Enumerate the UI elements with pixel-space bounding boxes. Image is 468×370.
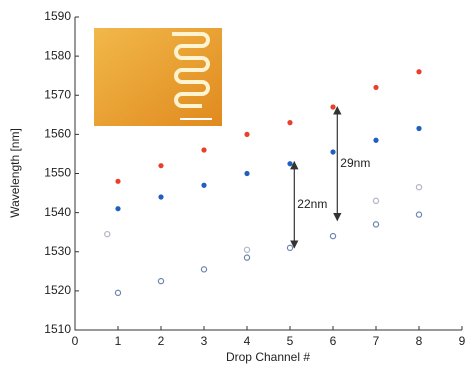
x-tick-label: 8 [416, 334, 423, 348]
y-tick-label: 1540 [44, 205, 71, 219]
point [287, 245, 292, 250]
x-tick-label: 5 [287, 334, 294, 348]
point [115, 206, 120, 211]
point [416, 185, 421, 190]
x-tick-label: 1 [115, 334, 122, 348]
x-tick-label: 2 [158, 334, 165, 348]
y-tick-label: 1580 [44, 48, 71, 62]
y-axis-label: Wavelength [nm] [8, 128, 22, 218]
x-tick-label: 9 [459, 334, 466, 348]
point [373, 138, 378, 143]
point [287, 161, 292, 166]
point [330, 234, 335, 239]
point [330, 104, 335, 109]
x-tick-label: 6 [330, 334, 337, 348]
x-axis-label: Drop Channel # [226, 350, 310, 364]
y-tick-label: 1530 [44, 244, 71, 258]
point [201, 147, 206, 152]
point [373, 222, 378, 227]
point [158, 278, 163, 283]
point [244, 132, 249, 137]
x-tick-label: 4 [244, 334, 251, 348]
point [416, 126, 421, 131]
y-tick-label: 1520 [44, 283, 71, 297]
y-tick-label: 1570 [44, 87, 71, 101]
point [244, 247, 249, 252]
y-tick-label: 1550 [44, 166, 71, 180]
point [244, 255, 249, 260]
x-tick-label: 3 [201, 334, 208, 348]
point [416, 212, 421, 217]
point [244, 171, 249, 176]
annotation-label: 29nm [340, 156, 370, 170]
y-tick-label: 1590 [44, 9, 71, 23]
point [201, 267, 206, 272]
point [373, 198, 378, 203]
point [105, 232, 110, 237]
chart: Drop Channel # Wavelength [nm] 151015201… [0, 0, 468, 370]
y-tick-label: 1510 [44, 322, 71, 336]
point [330, 149, 335, 154]
point [158, 163, 163, 168]
point [416, 69, 421, 74]
x-tick-label: 0 [72, 334, 79, 348]
inset-image [94, 28, 222, 126]
point [201, 183, 206, 188]
annotation-label: 22nm [297, 197, 327, 211]
point [287, 120, 292, 125]
x-tick-label: 7 [373, 334, 380, 348]
y-tick-label: 1560 [44, 127, 71, 141]
point [373, 85, 378, 90]
point [158, 194, 163, 199]
point [115, 290, 120, 295]
point [115, 179, 120, 184]
